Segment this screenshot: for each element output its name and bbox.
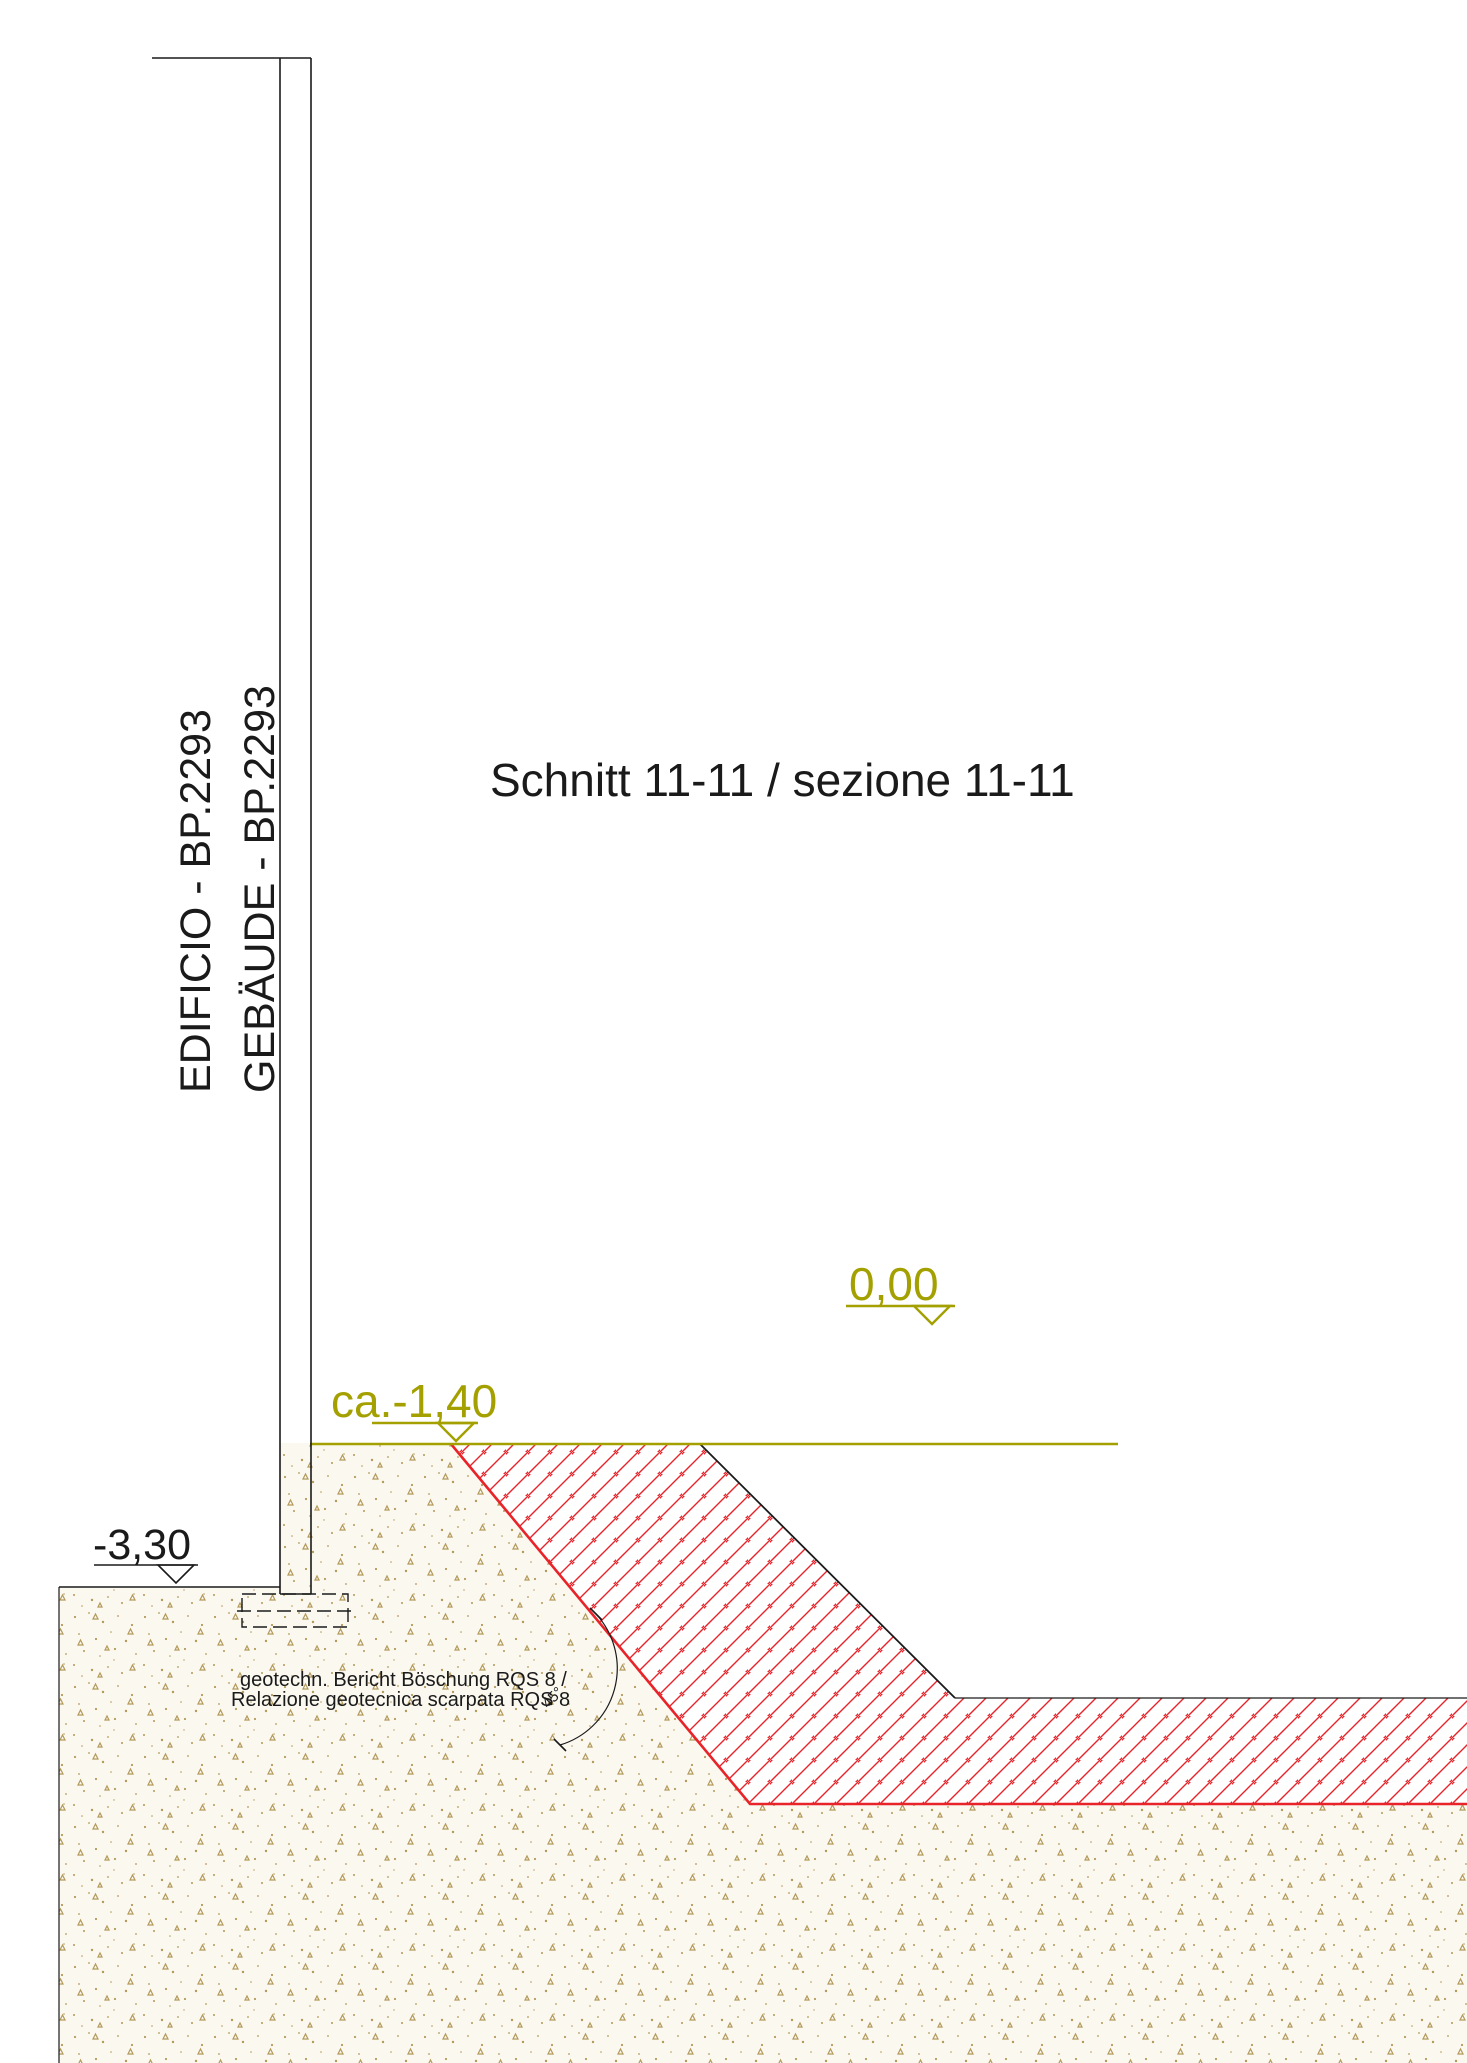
level-label-0: 0,00 — [849, 1258, 939, 1310]
geotech-note-line1: geotechn. Bericht Böschung RQS 8 / — [240, 1669, 567, 1691]
angle-arc — [559, 1613, 618, 1746]
geotech-note-line2: Relazione geotecnica scarpata RQS 8 — [231, 1689, 570, 1711]
excavation-hatch — [451, 1444, 1467, 1804]
building-label-it: EDIFICIO - BP.2293 — [172, 709, 220, 1093]
angle-tick-b — [553, 1738, 567, 1752]
footing-outline — [237, 1593, 353, 1628]
section-title: Schnitt 11-11 / sezione 11-11 — [490, 754, 1075, 806]
level-label-ca-1-40: ca.-1,40 — [331, 1375, 497, 1427]
slope-black-line — [699, 1443, 956, 1699]
excavation-red-outline — [449, 1443, 1467, 1806]
level-marker-0 — [846, 1304, 955, 1326]
angle-tick-a — [589, 1607, 603, 1621]
level-label-3-30: -3,30 — [93, 1521, 191, 1569]
soil-fill — [59, 1443, 1467, 2063]
building-label-de: GEBÄUDE - BP.2293 — [236, 685, 284, 1093]
level-marker-ca-1-40 — [372, 1421, 478, 1443]
level-marker-3-30 — [94, 1564, 198, 1585]
